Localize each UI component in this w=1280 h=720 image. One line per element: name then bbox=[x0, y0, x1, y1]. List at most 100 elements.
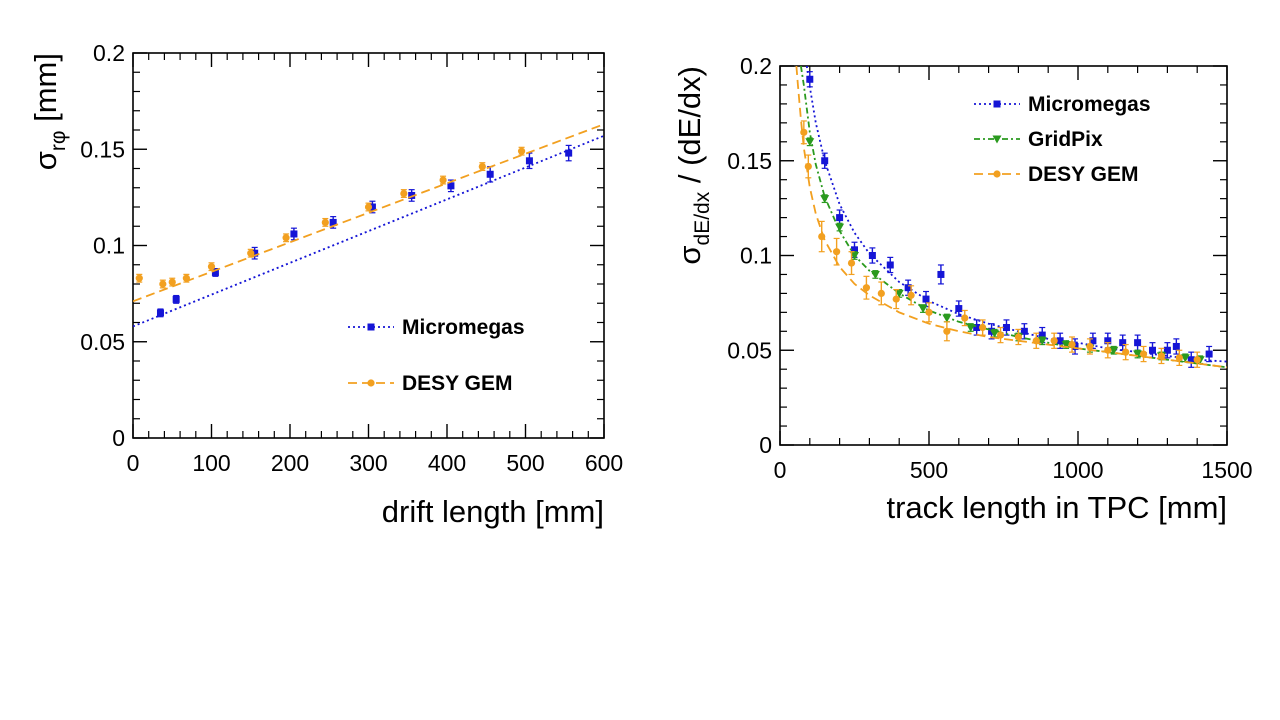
y-tick-label: 0 bbox=[759, 432, 772, 458]
x-tick-label: 600 bbox=[585, 450, 623, 476]
legend-label: GridPix bbox=[1028, 128, 1103, 151]
y-tick-label: 0.2 bbox=[740, 53, 772, 79]
data-point bbox=[1205, 350, 1213, 358]
legend-marker bbox=[367, 323, 375, 331]
x-tick-label: 500 bbox=[910, 457, 948, 483]
legend-marker bbox=[993, 170, 1001, 178]
legend-label: DESY GEM bbox=[1028, 163, 1138, 186]
data-point bbox=[565, 149, 573, 157]
data-point bbox=[877, 289, 885, 297]
data-point bbox=[1175, 354, 1183, 362]
chart-drift-resolution: 0 100 200 300 400 500 600 0 0.05 0.1 0.15 0.2 drift … bbox=[28, 40, 623, 529]
legend-marker bbox=[992, 135, 1002, 144]
legend: Micromegas DESY GEM bbox=[348, 316, 525, 395]
data-point bbox=[1020, 327, 1028, 335]
data-point bbox=[1089, 337, 1097, 345]
x-tick-label: 0 bbox=[127, 450, 140, 476]
data-point bbox=[282, 234, 290, 242]
x-axis-title: track length in TPC [mm] bbox=[886, 490, 1227, 525]
data-point bbox=[207, 263, 216, 271]
x-tick-label: 100 bbox=[192, 450, 230, 476]
x-tick-label: 300 bbox=[349, 450, 387, 476]
data-point bbox=[966, 324, 976, 333]
data-point bbox=[247, 249, 255, 257]
data-point bbox=[1002, 324, 1010, 332]
y-tick-label: 0.1 bbox=[93, 233, 125, 259]
data-point bbox=[1086, 342, 1094, 351]
data-point bbox=[862, 284, 871, 292]
data-point bbox=[833, 248, 841, 256]
plot-frame bbox=[779, 65, 1228, 446]
data-point bbox=[918, 305, 928, 314]
y-tick-label: 0 bbox=[112, 425, 125, 451]
x-tick-label: 1500 bbox=[1201, 457, 1252, 483]
data-point bbox=[1122, 348, 1130, 356]
data-point bbox=[805, 138, 815, 147]
data-point bbox=[943, 327, 951, 335]
data-point bbox=[439, 176, 447, 184]
data-point bbox=[961, 314, 969, 322]
legend-entry: Micromegas bbox=[348, 316, 525, 339]
data-point bbox=[922, 295, 930, 303]
data-point bbox=[1109, 346, 1119, 355]
data-point bbox=[886, 261, 894, 269]
legend-marker bbox=[993, 100, 1001, 108]
data-point bbox=[182, 274, 190, 282]
data-point bbox=[172, 295, 180, 303]
data-point bbox=[990, 329, 1000, 338]
data-point bbox=[400, 189, 408, 198]
data-point bbox=[1014, 333, 1023, 341]
fit-line bbox=[800, 66, 1227, 369]
data-point bbox=[870, 270, 880, 279]
series-desy-gem bbox=[133, 123, 604, 303]
data-point bbox=[804, 162, 812, 171]
data-point bbox=[1133, 350, 1143, 359]
data-point bbox=[800, 128, 808, 136]
data-point bbox=[973, 324, 981, 332]
data-point bbox=[1187, 356, 1195, 364]
data-point bbox=[894, 289, 904, 298]
y-tick-label: 0.05 bbox=[80, 329, 125, 355]
data-point bbox=[1037, 337, 1047, 346]
data-point bbox=[847, 259, 856, 267]
data-point bbox=[907, 291, 915, 299]
data-point bbox=[820, 195, 830, 204]
data-point bbox=[168, 278, 176, 286]
x-tick-label: 0 bbox=[774, 457, 787, 483]
data-point bbox=[1050, 337, 1058, 345]
data-point bbox=[1038, 331, 1046, 339]
data-point bbox=[942, 314, 952, 323]
series-desy-gem bbox=[795, 66, 1227, 369]
legend: Micromegas GridPix DESY GEM bbox=[974, 93, 1151, 186]
data-point bbox=[1104, 346, 1112, 354]
data-point bbox=[290, 230, 298, 238]
data-point bbox=[408, 191, 416, 199]
data-point bbox=[1104, 337, 1112, 345]
x-tick-label: 1000 bbox=[1052, 457, 1103, 483]
data-point bbox=[1134, 339, 1142, 347]
data-point bbox=[1068, 340, 1076, 349]
legend-marker bbox=[367, 379, 375, 387]
data-point bbox=[851, 246, 858, 254]
y-axis-title: σrφ [mm] bbox=[28, 53, 70, 170]
data-point bbox=[835, 223, 845, 232]
data-point bbox=[892, 295, 900, 303]
data-point bbox=[1193, 356, 1201, 364]
data-point bbox=[1061, 341, 1071, 350]
data-point bbox=[1119, 339, 1127, 347]
legend-label: Micromegas bbox=[1028, 93, 1151, 116]
x-tick-label: 200 bbox=[271, 450, 309, 476]
data-point bbox=[806, 75, 814, 83]
data-point bbox=[211, 268, 219, 276]
plot-area bbox=[795, 66, 1227, 369]
data-point bbox=[904, 284, 912, 292]
y-tick-label: 0.15 bbox=[727, 148, 772, 174]
y-tick-label: 0.15 bbox=[80, 136, 125, 162]
data-point bbox=[1163, 346, 1171, 354]
legend-entry: GridPix bbox=[974, 128, 1103, 151]
data-point bbox=[850, 252, 859, 260]
x-tick-label: 400 bbox=[428, 450, 466, 476]
data-point bbox=[836, 214, 844, 222]
data-point bbox=[955, 305, 963, 313]
data-point bbox=[821, 157, 829, 165]
